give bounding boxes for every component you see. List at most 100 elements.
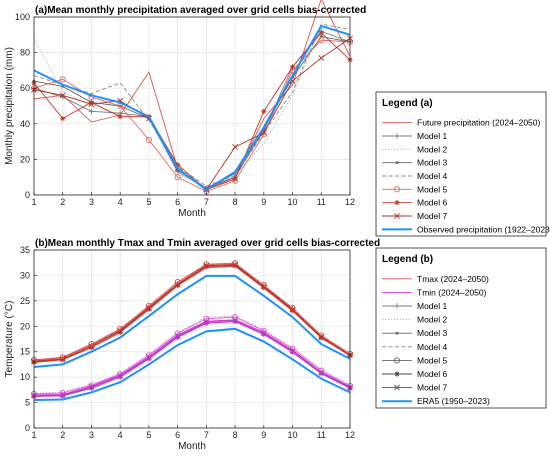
legend-a: Legend (a) Future precipitation (2024–205…	[375, 91, 550, 237]
data-point-series-10	[146, 356, 152, 362]
x-tick-label: 2	[60, 197, 65, 207]
legend-entry-label: Model 3	[417, 158, 448, 168]
panel-b-temperature-chart: (b)Mean monthly Tmax and Tmin averaged o…	[4, 238, 380, 452]
data-point-series-7	[175, 162, 181, 168]
legend-box	[375, 91, 547, 237]
x-axis-label: Month	[178, 208, 206, 219]
data-point-series-5	[232, 261, 239, 268]
data-point-series-4	[203, 264, 209, 270]
legend-entry-label: Model 5	[417, 184, 448, 194]
x-tick-label: 12	[345, 197, 355, 207]
series-line-10	[33, 321, 351, 397]
chart-title: (a)Mean monthly precipitation averaged o…	[35, 5, 366, 16]
x-tick-label: 7	[204, 430, 209, 440]
x-tick-label: 9	[261, 197, 266, 207]
series-line-9	[33, 316, 351, 395]
legend-marker	[395, 331, 399, 335]
legend-entry-label: Model 6	[417, 369, 448, 379]
x-tick-label: 11	[317, 430, 326, 440]
plot-area	[34, 17, 350, 195]
legend-marker	[394, 371, 400, 377]
data-point-series-10	[232, 319, 238, 325]
data-point-series-8	[232, 144, 239, 150]
data-point-series-6	[174, 174, 181, 181]
y-tick-label: 10	[20, 372, 30, 382]
series-line-5	[33, 23, 351, 187]
legend-entry-label: Model 7	[417, 383, 448, 393]
x-tick-label: 12	[345, 430, 355, 440]
legend-entry-label: Model 3	[417, 328, 448, 338]
y-tick-label: 60	[20, 83, 30, 93]
legend-entry-label: Model 5	[417, 355, 448, 365]
x-tick-label: 8	[233, 197, 238, 207]
data-point-series-5	[117, 327, 124, 334]
data-point-series-5	[289, 306, 296, 313]
y-tick-label: 5	[25, 398, 30, 408]
x-tick-label: 1	[31, 430, 36, 440]
series-line-4	[33, 265, 351, 363]
x-tick-label: 9	[261, 430, 266, 440]
legend-entry-label: Future precipitation (2024–2050)	[417, 118, 540, 128]
x-tick-label: 2	[60, 430, 65, 440]
legend-entry-label: Model 4	[417, 171, 448, 181]
legend-entry-label: Tmin (2024–2050)	[417, 287, 487, 297]
data-point-series-10	[289, 349, 296, 355]
series-group	[30, 260, 354, 402]
data-point-series-10	[117, 374, 123, 380]
chart-title: (b)Mean monthly Tmax and Tmin averaged o…	[35, 238, 380, 249]
y-tick-label: 30	[20, 270, 30, 280]
series-line-11	[33, 319, 351, 396]
data-point-series-8	[318, 55, 325, 61]
legend-marker	[394, 200, 400, 206]
x-tick-label: 5	[146, 430, 151, 440]
data-point-series-7	[289, 64, 296, 70]
data-point-series-11	[145, 354, 152, 361]
series-line-13	[33, 274, 351, 368]
y-tick-label: 100	[15, 12, 30, 22]
data-point-series-6	[59, 76, 66, 83]
legend-entry-label: Model 7	[417, 211, 448, 221]
data-point-series-4	[232, 263, 238, 269]
y-tick-label: 35	[20, 245, 30, 255]
data-point-series-4	[88, 345, 95, 351]
data-point-series-11	[203, 318, 210, 325]
axes-frame	[33, 16, 351, 196]
data-point-series-10	[88, 385, 95, 391]
legend-title: Legend (a)	[382, 98, 433, 109]
legend-marker	[394, 384, 400, 391]
data-point-series-8	[88, 101, 95, 108]
legend-b: Legend (b) Tmax (2024–2050) Tmin (2024–205…	[375, 247, 547, 409]
data-point-series-6	[318, 37, 325, 44]
data-point-series-4	[117, 329, 123, 335]
data-point-series-5	[260, 283, 267, 290]
data-point-series-6	[145, 136, 152, 143]
data-point-series-10	[60, 393, 66, 399]
data-point-series-11	[174, 333, 181, 339]
data-point-series-4	[261, 285, 267, 291]
data-point-series-4	[289, 307, 296, 314]
x-tick-label: 5	[146, 197, 151, 207]
legend-marker	[394, 133, 400, 139]
data-point-series-7	[60, 115, 66, 122]
x-tick-label: 10	[288, 197, 298, 207]
legend-entry-label: Model 2	[417, 144, 448, 154]
data-point-series-4	[175, 283, 181, 289]
legend-entry-label: ERA5 (1950–2023)	[417, 396, 490, 406]
legend-entry-label: Model 1	[417, 301, 448, 311]
y-tick-label: 15	[20, 347, 30, 357]
x-tick-label: 10	[288, 430, 298, 440]
data-point-series-11	[88, 383, 95, 390]
legend-marker	[393, 357, 401, 364]
x-tick-label: 6	[175, 430, 180, 440]
data-point-series-2	[88, 108, 95, 114]
series-group	[30, 0, 354, 195]
x-tick-label: 8	[233, 430, 238, 440]
series-line-6	[33, 263, 351, 361]
x-tick-label: 3	[89, 197, 94, 207]
data-point-series-11	[59, 392, 66, 398]
y-tick-label: 40	[20, 119, 30, 129]
legend-entry-label: Model 2	[417, 315, 448, 325]
x-tick-label: 1	[31, 197, 36, 207]
legend-marker	[394, 303, 400, 309]
series-line-7	[33, 32, 351, 191]
